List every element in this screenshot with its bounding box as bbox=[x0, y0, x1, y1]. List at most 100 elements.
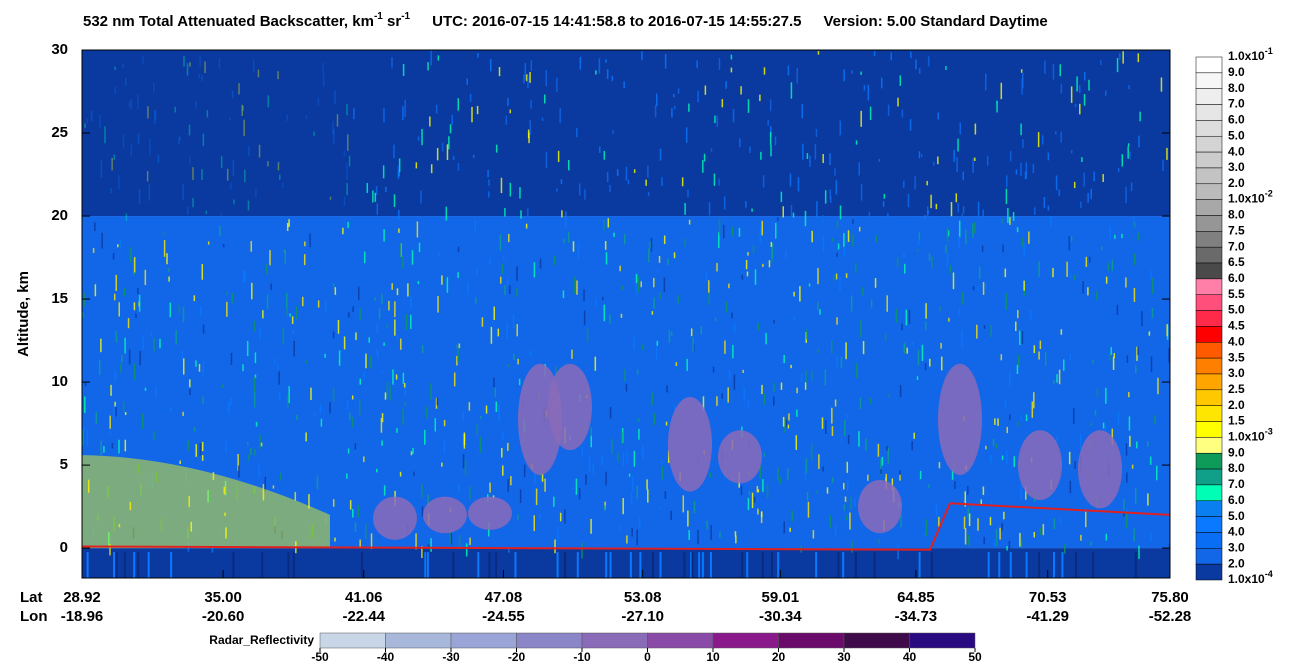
noise bbox=[255, 421, 258, 427]
noise bbox=[109, 544, 111, 556]
noise bbox=[710, 148, 713, 152]
x-tick-lon: -41.29 bbox=[1026, 608, 1069, 625]
noise bbox=[381, 413, 384, 423]
colorbar-label: 4.5 bbox=[1228, 319, 1245, 333]
noise bbox=[595, 70, 597, 75]
noise bbox=[651, 311, 654, 315]
noise bbox=[902, 180, 905, 188]
noise bbox=[899, 75, 902, 86]
colorbar-label: 2.0 bbox=[1228, 176, 1245, 190]
noise bbox=[983, 536, 985, 545]
noise bbox=[150, 331, 153, 338]
noise bbox=[190, 521, 193, 532]
noise bbox=[862, 341, 865, 355]
noise bbox=[723, 196, 726, 210]
noise bbox=[1023, 280, 1025, 291]
noise bbox=[562, 290, 565, 299]
noise bbox=[730, 54, 733, 60]
noise bbox=[762, 479, 764, 493]
noise bbox=[1126, 355, 1129, 363]
noise bbox=[375, 468, 378, 473]
noise bbox=[1064, 544, 1066, 554]
noise bbox=[777, 217, 779, 221]
noise bbox=[1090, 422, 1093, 427]
noise bbox=[423, 429, 426, 445]
surface-stripe bbox=[709, 552, 712, 578]
radar-tick-label: -10 bbox=[573, 650, 591, 664]
noise bbox=[687, 510, 689, 527]
noise bbox=[739, 138, 741, 148]
noise bbox=[654, 104, 657, 118]
title-unit: sr bbox=[383, 13, 402, 30]
noise bbox=[1047, 152, 1050, 161]
colorbar-label: 8.0 bbox=[1228, 81, 1245, 95]
noise bbox=[490, 326, 493, 344]
noise bbox=[903, 343, 906, 354]
noise bbox=[259, 434, 261, 450]
x-row-label: Lon bbox=[20, 608, 48, 625]
noise bbox=[418, 242, 421, 252]
noise bbox=[1134, 365, 1137, 374]
noise bbox=[384, 392, 387, 400]
noise bbox=[647, 192, 650, 196]
noise bbox=[1031, 401, 1034, 418]
noise bbox=[659, 148, 662, 161]
noise bbox=[785, 250, 787, 259]
noise bbox=[153, 337, 155, 352]
colorbar-label: 8.0 bbox=[1228, 208, 1245, 222]
noise bbox=[818, 454, 820, 469]
noise bbox=[201, 455, 204, 461]
noise bbox=[543, 94, 546, 104]
noise bbox=[130, 143, 133, 157]
noise bbox=[266, 263, 268, 275]
noise bbox=[1148, 331, 1151, 336]
noise bbox=[376, 350, 378, 355]
noise bbox=[489, 257, 491, 266]
noise bbox=[787, 65, 790, 76]
noise bbox=[785, 419, 788, 428]
noise bbox=[448, 136, 450, 150]
noise bbox=[160, 518, 163, 532]
noise bbox=[1092, 360, 1094, 364]
noise bbox=[925, 303, 927, 319]
noise bbox=[716, 115, 719, 128]
noise bbox=[499, 234, 502, 251]
noise bbox=[728, 283, 730, 289]
noise bbox=[382, 165, 385, 179]
noise bbox=[796, 409, 798, 417]
noise bbox=[277, 71, 279, 80]
noise bbox=[527, 208, 529, 220]
noise bbox=[706, 520, 708, 529]
noise bbox=[166, 253, 168, 265]
noise bbox=[385, 186, 387, 193]
noise bbox=[819, 309, 821, 315]
noise bbox=[146, 170, 149, 182]
surface-stripe bbox=[998, 552, 1001, 578]
noise bbox=[441, 462, 443, 467]
colorbar-label: 7.0 bbox=[1228, 97, 1245, 111]
surface-stripe bbox=[123, 552, 126, 578]
noise bbox=[873, 51, 876, 57]
noise bbox=[977, 201, 980, 217]
noise bbox=[1080, 201, 1082, 209]
noise bbox=[1081, 157, 1083, 163]
surface-stripe bbox=[576, 552, 579, 578]
noise bbox=[508, 546, 510, 553]
noise bbox=[1088, 79, 1090, 91]
noise bbox=[840, 356, 843, 369]
noise bbox=[187, 440, 190, 451]
noise bbox=[207, 241, 210, 245]
colorbar-swatch bbox=[1195, 516, 1223, 533]
noise bbox=[509, 182, 512, 197]
noise bbox=[509, 109, 512, 114]
noise bbox=[995, 529, 998, 546]
noise bbox=[760, 511, 763, 524]
surface-stripe bbox=[842, 552, 845, 578]
noise bbox=[195, 101, 198, 109]
noise bbox=[989, 455, 992, 463]
noise bbox=[435, 104, 438, 114]
noise bbox=[967, 485, 969, 495]
colorbar-swatch bbox=[1195, 452, 1223, 470]
noise bbox=[1002, 244, 1004, 253]
x-tick-lon: -22.44 bbox=[342, 608, 385, 625]
